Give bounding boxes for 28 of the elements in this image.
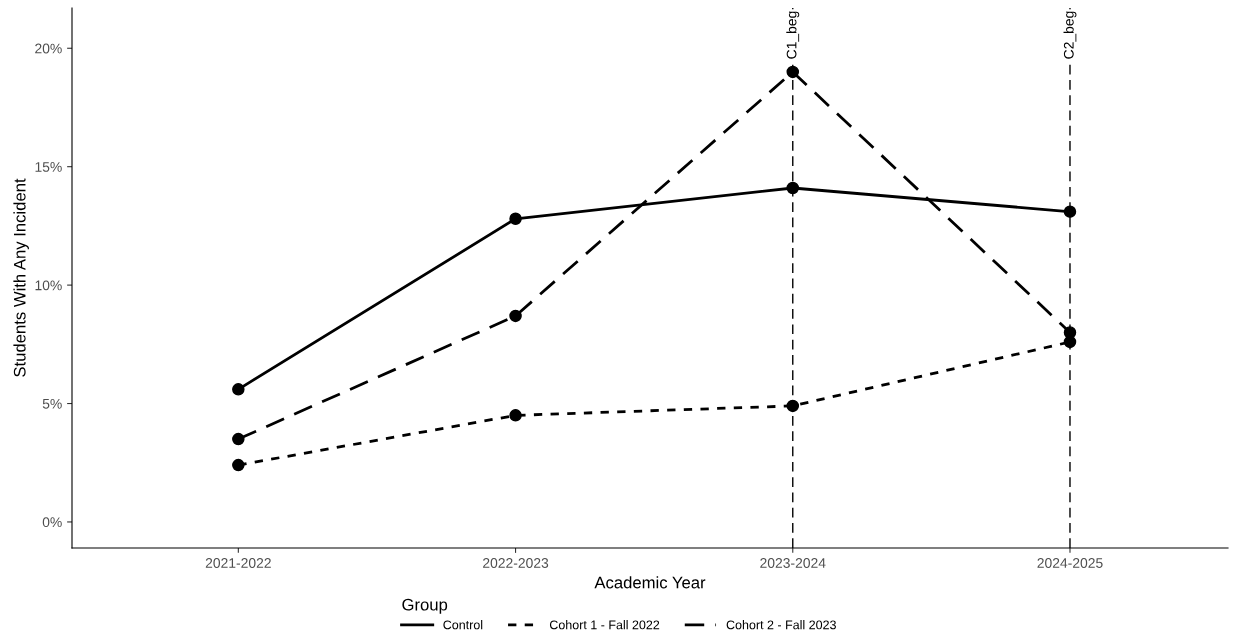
point (232, 458, 245, 472)
x-tick-label: 2021-2022 (205, 558, 271, 568)
point (509, 309, 522, 323)
point (786, 65, 800, 79)
point (509, 409, 522, 422)
point (786, 181, 800, 195)
x-tick-label: 2024-2025 (1037, 558, 1103, 568)
legend-label: Cohort 1 - Fall 2022 (549, 620, 660, 630)
point (509, 212, 522, 226)
point (232, 432, 245, 446)
y-tick-label: 5% (42, 398, 62, 409)
y-tick-label: 20% (35, 43, 62, 54)
point (1063, 205, 1077, 218)
y-axis-title: Students With Any Incident (13, 178, 29, 377)
y-tick-label: 15% (35, 162, 62, 172)
legend-label: Cohort 2 - Fall 2023 (726, 620, 836, 630)
point (1063, 326, 1077, 339)
legend-title: Group (402, 598, 448, 614)
x-tick-label: 2023-2024 (760, 558, 826, 568)
y-tick-label: 0% (42, 517, 62, 528)
ref-line-label: C1_beg (786, 11, 800, 59)
y-tick-label: 10% (35, 280, 62, 291)
x-axis-title: Academic Year (594, 576, 706, 589)
point (232, 383, 245, 396)
ref-line-label: C2_beg (1063, 11, 1077, 59)
legend-label: Control (443, 620, 483, 630)
x-tick-label: 2022-2023 (483, 558, 549, 568)
point (786, 399, 800, 413)
